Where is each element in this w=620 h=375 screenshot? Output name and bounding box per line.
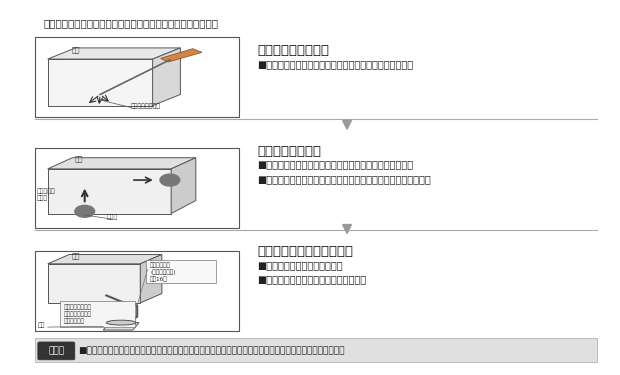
Polygon shape <box>104 322 139 330</box>
Text: ■室内ドレン排水口の中にある黒色のゴム栓を抜き取る。: ■室内ドレン排水口の中にある黒色のゴム栓を抜き取る。 <box>257 160 414 170</box>
Circle shape <box>160 174 180 186</box>
Text: ■除湿水は容器などで受けてください。: ■除湿水は容器などで受けてください。 <box>257 274 366 284</box>
Polygon shape <box>48 255 162 264</box>
FancyBboxPatch shape <box>60 302 135 327</box>
Text: ゴム栓: ゴム栓 <box>107 214 118 220</box>
Circle shape <box>75 206 95 217</box>
Polygon shape <box>153 48 180 106</box>
Text: 室内ドレン排水口: 室内ドレン排水口 <box>131 103 161 109</box>
FancyBboxPatch shape <box>35 251 239 331</box>
Text: ■運転停止時でも雨がふったときは雨水が除湿水として出ることがありますので、必ず窓を閉めてください。: ■運転停止時でも雨がふったときは雨水が除湿水として出ることがありますので、必ず窓… <box>79 346 345 355</box>
FancyArrowPatch shape <box>343 225 351 232</box>
Text: ■室内ドレン排水口のふたをドライバーなどで打ち抜く。: ■室内ドレン排水口のふたをドライバーなどで打ち抜く。 <box>257 59 414 69</box>
FancyArrowPatch shape <box>343 121 351 128</box>
Text: ■抜き取ったゴム栓を室外ドレン排水口にしっかりと差し込む。: ■抜き取ったゴム栓を室外ドレン排水口にしっかりと差し込む。 <box>257 174 432 184</box>
Text: ご注意: ご注意 <box>48 346 64 355</box>
Ellipse shape <box>106 320 136 325</box>
Polygon shape <box>140 255 162 303</box>
FancyBboxPatch shape <box>35 338 597 363</box>
Polygon shape <box>48 158 196 169</box>
Text: ■排水口にホースを差し込む。: ■排水口にホースを差し込む。 <box>257 260 343 270</box>
Text: 容器: 容器 <box>38 322 45 328</box>
Text: 室外ドレン
排水口: 室外ドレン 排水口 <box>37 189 56 201</box>
FancyBboxPatch shape <box>35 37 239 117</box>
Text: 背面: 背面 <box>71 46 80 53</box>
FancyBboxPatch shape <box>35 148 239 228</box>
FancyBboxPatch shape <box>38 342 75 360</box>
Text: ゴム栓を差し込む: ゴム栓を差し込む <box>257 145 322 158</box>
Polygon shape <box>161 49 202 62</box>
Text: ドレンホース
(市販品の場合)
内径16㎜: ドレンホース (市販品の場合) 内径16㎜ <box>150 262 175 282</box>
Text: 背面: 背面 <box>74 156 83 162</box>
Text: ホースは、折り曲
げたり水につから
ないように！: ホースは、折り曲 げたり水につから ないように！ <box>64 304 92 324</box>
Text: 排水用ホースを取り付ける: 排水用ホースを取り付ける <box>257 245 353 258</box>
FancyBboxPatch shape <box>146 260 216 283</box>
Polygon shape <box>48 48 180 59</box>
Text: 室外側へ排水できない場合、室内側での排水処理ができます。: 室外側へ排水できない場合、室内側での排水処理ができます。 <box>43 18 218 28</box>
Polygon shape <box>48 169 171 213</box>
Polygon shape <box>48 59 153 106</box>
Text: 背面: 背面 <box>71 252 80 259</box>
Polygon shape <box>48 264 140 303</box>
Text: 排水口の穴をあける: 排水口の穴をあける <box>257 44 330 57</box>
Polygon shape <box>171 158 196 213</box>
